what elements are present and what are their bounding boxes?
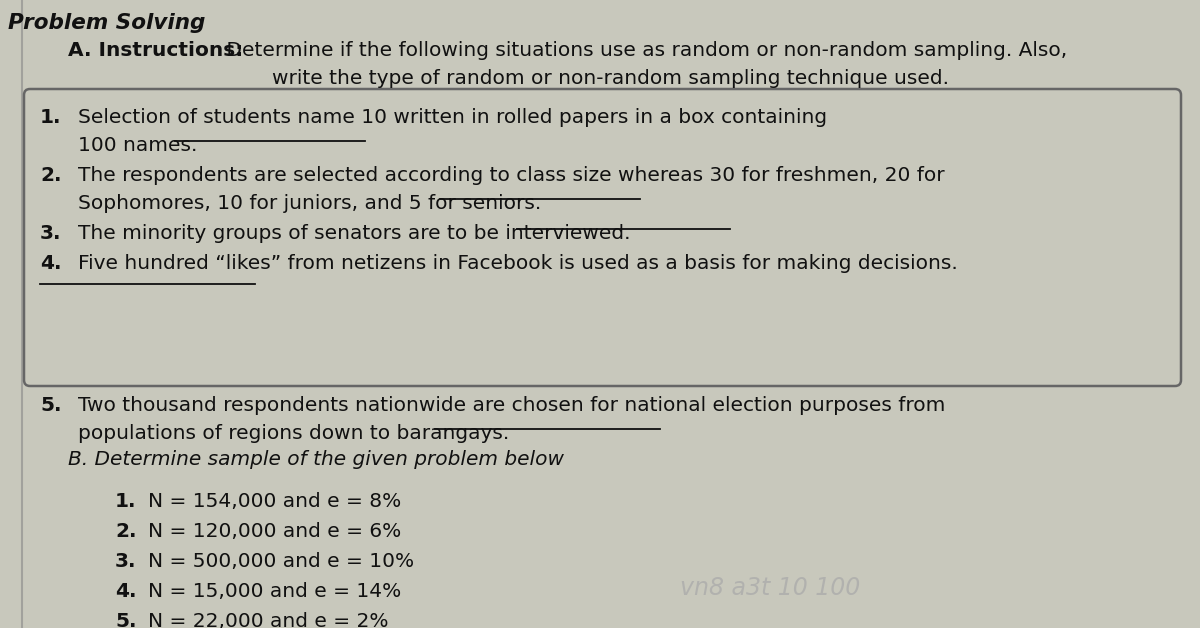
Text: write the type of random or non-random sampling technique used.: write the type of random or non-random s… <box>272 69 949 88</box>
Text: 2.: 2. <box>40 166 61 185</box>
Text: 3.: 3. <box>40 224 61 243</box>
Text: The respondents are selected according to class size whereas 30 for freshmen, 20: The respondents are selected according t… <box>78 166 944 185</box>
Text: Five hundred “likes” from netizens in Facebook is used as a basis for making dec: Five hundred “likes” from netizens in Fa… <box>78 254 958 273</box>
Text: Two thousand respondents nationwide are chosen for national election purposes fr: Two thousand respondents nationwide are … <box>78 396 946 415</box>
Text: N = 15,000 and e = 14%: N = 15,000 and e = 14% <box>148 582 401 601</box>
Text: N = 500,000 and e = 10%: N = 500,000 and e = 10% <box>148 552 414 571</box>
Text: 1.: 1. <box>115 492 137 511</box>
Text: populations of regions down to barangays.: populations of regions down to barangays… <box>78 424 509 443</box>
Text: 4.: 4. <box>115 582 137 601</box>
Text: 100 names.: 100 names. <box>78 136 197 155</box>
Text: Problem Solving: Problem Solving <box>8 13 205 33</box>
Text: N = 120,000 and e = 6%: N = 120,000 and e = 6% <box>148 522 401 541</box>
Text: 5.: 5. <box>115 612 137 628</box>
Text: 3.: 3. <box>115 552 137 571</box>
Text: N = 154,000 and e = 8%: N = 154,000 and e = 8% <box>148 492 401 511</box>
Text: vn8 a3t 10 100: vn8 a3t 10 100 <box>680 576 860 600</box>
Text: Determine if the following situations use as random or non-random sampling. Also: Determine if the following situations us… <box>220 41 1067 60</box>
Text: Sophomores, 10 for juniors, and 5 for seniors.: Sophomores, 10 for juniors, and 5 for se… <box>78 194 541 213</box>
Text: Selection of students name 10 written in rolled papers in a box containing: Selection of students name 10 written in… <box>78 108 827 127</box>
Text: B. Determine sample of the given problem below: B. Determine sample of the given problem… <box>68 450 564 469</box>
Text: 1.: 1. <box>40 108 61 127</box>
Text: N = 22,000 and e = 2%: N = 22,000 and e = 2% <box>148 612 389 628</box>
Text: 5.: 5. <box>40 396 61 415</box>
Text: 2.: 2. <box>115 522 137 541</box>
Text: 4.: 4. <box>40 254 61 273</box>
Text: The minority groups of senators are to be interviewed.: The minority groups of senators are to b… <box>78 224 630 243</box>
Text: A. Instructions:: A. Instructions: <box>68 41 244 60</box>
